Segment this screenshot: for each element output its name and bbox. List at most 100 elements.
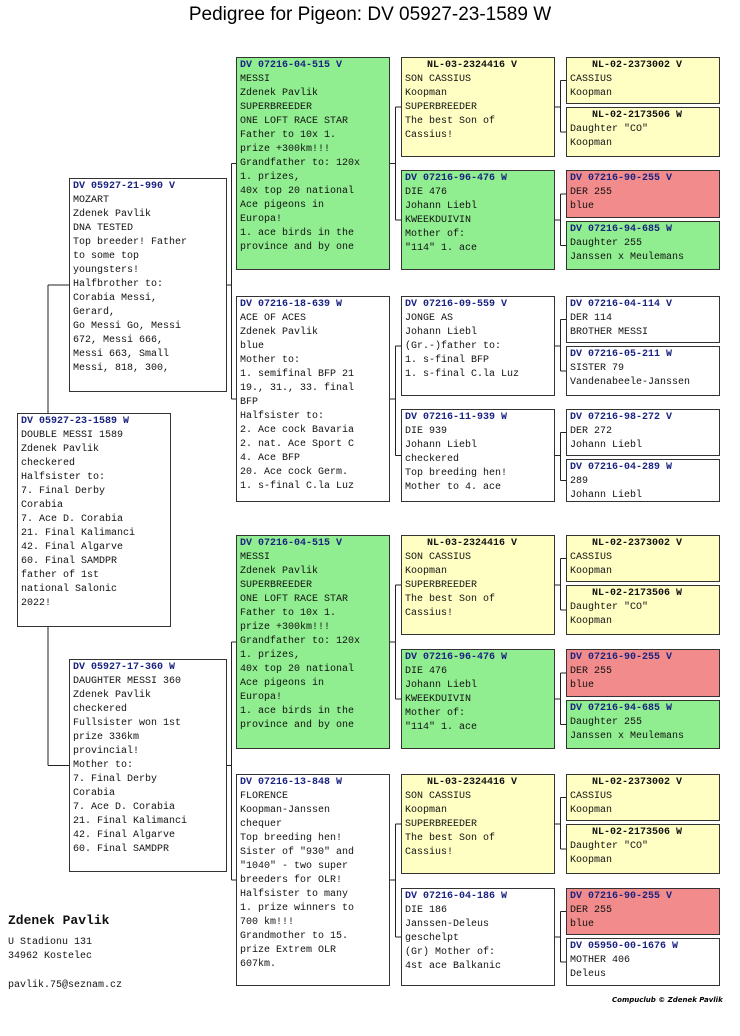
ring-number: DV 07216-90-255 V [570,891,673,902]
pigeon-info: Johann Liebl [405,327,478,338]
pigeon-info: DER 114 [570,313,613,324]
pigeon-info: CASSIUS [570,552,613,563]
pigeon-info: youngsters! [73,265,140,276]
pigeon-info: Mother of: [405,708,466,719]
pigeon-info: Halfsister to: [240,411,325,422]
pigeon-info: SON CASSIUS [405,791,472,802]
ring-number: DV 07216-98-272 V [570,412,673,423]
ring-number: NL-02-2373002 V [592,538,683,549]
ring-number: DV 07216-04-515 V [240,538,343,549]
pigeon-info: 1. prizes, [240,172,301,183]
pigeon-info: MOTHER 406 [570,955,631,966]
pigeon-info: Koopman [570,616,613,627]
owner-email: pavlik.75@seznam.cz [8,980,123,991]
pigeon-box: DV 05927-23-1589 W DOUBLE MESSI 1589 Zdene… [17,413,171,627]
pigeon-info: MOZART [73,195,110,206]
pigeon-box: DV 07216-11-939 W DIE 939 Johann Liebl chec… [401,409,555,502]
pigeon-info: 2. nat. Ace Sport C [240,439,355,450]
pigeon-info: national Salonic [21,584,118,595]
ring-number: NL-02-2373002 V [592,777,683,788]
pigeon-info: breeders for OLR! [240,875,343,886]
pigeon-info: Corabia [21,500,64,511]
pigeon-info: 7. Final Derby [73,774,158,785]
pigeon-info: 1. ace birds in the [240,228,355,239]
ring-number: NL-02-2373002 V [592,60,683,71]
pigeon-info: Koopman-Janssen [240,805,331,816]
pigeon-info: Go Messi Go, Messi [73,321,182,332]
pigeon-info: Corabia [73,788,116,799]
pigeon-info: father of 1st [21,570,100,581]
pigeon-box: DV 07216-09-559 V JONGE AS Johann Liebl (Gr… [401,296,555,396]
pigeon-box: DV 07216-04-114 V DER 114 BROTHER MESSI [566,296,720,343]
ring-number: DV 07216-94-685 W [570,224,673,235]
pigeon-info: ONE LOFT RACE STAR [240,116,349,127]
pigeon-box: DV 07216-18-639 W ACE OF ACES Zdenek Pavli… [236,296,390,502]
pigeon-info: 607km. [240,959,277,970]
pigeon-info: Gerard, [73,307,116,318]
pigeon-info: Janssen x Meulemans [570,731,685,742]
ring-number: DV 07216-05-211 W [570,349,673,360]
pigeon-info: Vandenabeele-Janssen [570,377,691,388]
pigeon-info: The best Son of [405,594,496,605]
ring-number: DV 05927-17-360 W [73,662,176,673]
pigeon-info: Mother to: [240,355,301,366]
pigeon-info: 2022! [21,598,52,609]
pigeon-info: Koopman [570,566,613,577]
pigeon-info: checkered [73,704,128,715]
pigeon-info: Messi, 818, 300, [73,363,170,374]
pigeon-info: geschelpt [405,933,460,944]
ring-number: DV 07216-04-289 W [570,462,673,473]
pigeon-box: DV 05927-21-990 V MOZART Zdenek Pavlik DNA … [69,178,227,392]
pigeon-info: 289 [570,476,589,487]
ring-number: DV 07216-13-848 W [240,777,343,788]
pigeon-info: DIE 476 [405,187,448,198]
pigeon-box: DV 07216-04-289 W 289 Johann Liebl [566,459,720,502]
pigeon-info: Top breeding hen! [405,468,508,479]
pigeon-info: (Gr) Mother of: [405,947,496,958]
pigeon-info: Zdenek Pavlik [240,327,319,338]
ring-number: NL-02-2173506 W [592,110,683,121]
pigeon-info: 40x top 20 national [240,664,355,675]
pigeon-info: Daughter "CO" [570,841,649,852]
pigeon-info: "1040" - two super [240,861,349,872]
pigeon-box: DV 07216-90-255 V DER 255 blue [566,170,720,218]
pigeon-info: Europa! [240,214,283,225]
pigeon-info: Grandfather to: 120x [240,636,361,647]
pigeon-info: 1. s-final C.la Luz [240,481,355,492]
pigeon-box: NL-02-2373002 V CASSIUS Koopman [566,535,720,582]
pigeon-info: Mother to 4. ace [405,482,502,493]
pigeon-info: Koopman [570,855,613,866]
pigeon-info: Cassius! [405,847,454,858]
pigeon-info: province and by one [240,242,355,253]
ring-number: DV 07216-11-939 W [405,412,508,423]
pigeon-info: DIE 186 [405,905,448,916]
pigeon-box: NL-02-2173506 W Daughter "CO" Koopman [566,824,720,874]
pigeon-info: DOUBLE MESSI 1589 [21,430,124,441]
pigeon-info: 700 km!!! [240,917,295,928]
pigeon-info: Halfsister to many [240,889,349,900]
pigeon-box: DV 07216-94-685 W Daughter 255 Janssen x M… [566,221,720,270]
pigeon-info: blue [240,341,265,352]
pigeon-box: DV 07216-04-186 W DIE 186 Janssen-Deleus ge… [401,888,555,986]
pigeon-info: 60. Final SAMDPR [21,556,118,567]
ring-number: NL-02-2173506 W [592,588,683,599]
pigeon-info: DNA TESTED [73,223,134,234]
pigeon-info: Zdenek Pavlik [240,566,319,577]
ring-number: DV 05927-23-1589 W [21,416,130,427]
pigeon-info: Johann Liebl [405,201,478,212]
pigeon-info: Deleus [570,969,607,980]
pigeon-info: Corabia Messi, [73,293,158,304]
pigeon-info: 21. Final Kalimanci [21,528,136,539]
ring-number: DV 07216-96-476 W [405,173,508,184]
pigeon-info: 1. s-final C.la Luz [405,369,520,380]
pigeon-info: prize +300km!!! [240,622,331,633]
pigeon-box: DV 07216-94-685 W Daughter 255 Janssen x M… [566,700,720,749]
ring-number: DV 07216-96-476 W [405,652,508,663]
pigeon-info: KWEEKDUIVIN [405,215,472,226]
pigeon-info: SUPERBREEDER [240,102,313,113]
pigeon-info: 19., 31., 33. final [240,383,355,394]
pigeon-info: Halfsister to: [21,472,106,483]
pigeon-info: 4. Ace BFP [240,453,301,464]
